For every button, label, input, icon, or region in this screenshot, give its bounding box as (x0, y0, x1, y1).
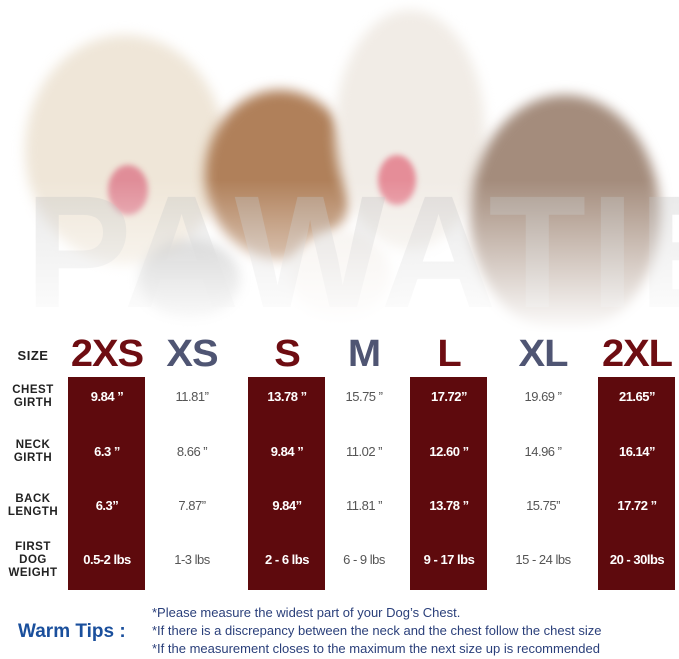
size-header: 2XL (601, 333, 673, 375)
size-value: 9.84 ” (270, 444, 304, 459)
size-value: 9 - 17 lbs (423, 552, 475, 567)
size-value: 9.84” (272, 498, 302, 513)
highlight-column (598, 377, 675, 590)
size-value: 21.65” (618, 389, 656, 404)
highlight-column (68, 377, 145, 590)
size-value: 7.87” (178, 498, 206, 513)
dogs-photo: PAWATIE (0, 10, 679, 340)
tip-line: *Please measure the widest part of your … (152, 605, 461, 620)
row-label: NECK GIRTH (13, 439, 53, 464)
row-label: FIRST DOG WEIGHT (8, 540, 58, 579)
size-value: 11.81” (175, 389, 209, 404)
row-label: CHEST GIRTH (12, 384, 54, 409)
size-value: 6.3” (95, 498, 119, 513)
size-header: XL (518, 333, 569, 375)
size-value: 6.3 ” (94, 444, 120, 459)
size-value: 15.75 ” (345, 389, 383, 404)
size-value: 17.72 ” (617, 498, 657, 513)
size-value: 8.66 ” (176, 444, 208, 459)
size-value: 6 - 9 lbs (343, 552, 385, 567)
size-header: L (437, 333, 461, 375)
size-value: 14.96 ” (524, 444, 562, 459)
size-value: 12.60 ” (429, 444, 469, 459)
size-value: 13.78 ” (429, 498, 469, 513)
size-value: 16.14” (618, 444, 656, 459)
size-header: S (274, 333, 301, 375)
size-header: 2XS (70, 333, 144, 375)
size-value: 19.69 ” (524, 389, 562, 404)
size-value: 20 - 30lbs (609, 552, 665, 567)
size-header: M (347, 333, 381, 375)
tip-line: *If there is a discrepancy between the n… (152, 623, 602, 638)
size-value: 11.02 ” (345, 444, 383, 459)
size-value: 9.84 ” (90, 389, 124, 404)
tip-line: *If the measurement closes to the maximu… (152, 641, 600, 656)
tips-title: Warm Tips : (18, 621, 126, 642)
size-header: XS (166, 333, 218, 375)
size-value: 1-3 lbs (174, 552, 210, 567)
size-value: 15 - 24 lbs (515, 552, 571, 567)
size-value: 17.72” (430, 389, 468, 404)
size-value: 0.5-2 lbs (83, 552, 131, 567)
size-label: SIZE (17, 348, 49, 363)
highlight-column (410, 377, 487, 590)
size-value: 11.81 ” (345, 498, 383, 513)
size-value: 2 - 6 lbs (265, 552, 309, 567)
size-value: 15.75” (526, 498, 560, 513)
row-label: BACK LENGTH (7, 493, 59, 518)
highlight-column (248, 377, 325, 590)
photo-fade (0, 180, 679, 340)
size-value: 13.78 ” (267, 389, 307, 404)
